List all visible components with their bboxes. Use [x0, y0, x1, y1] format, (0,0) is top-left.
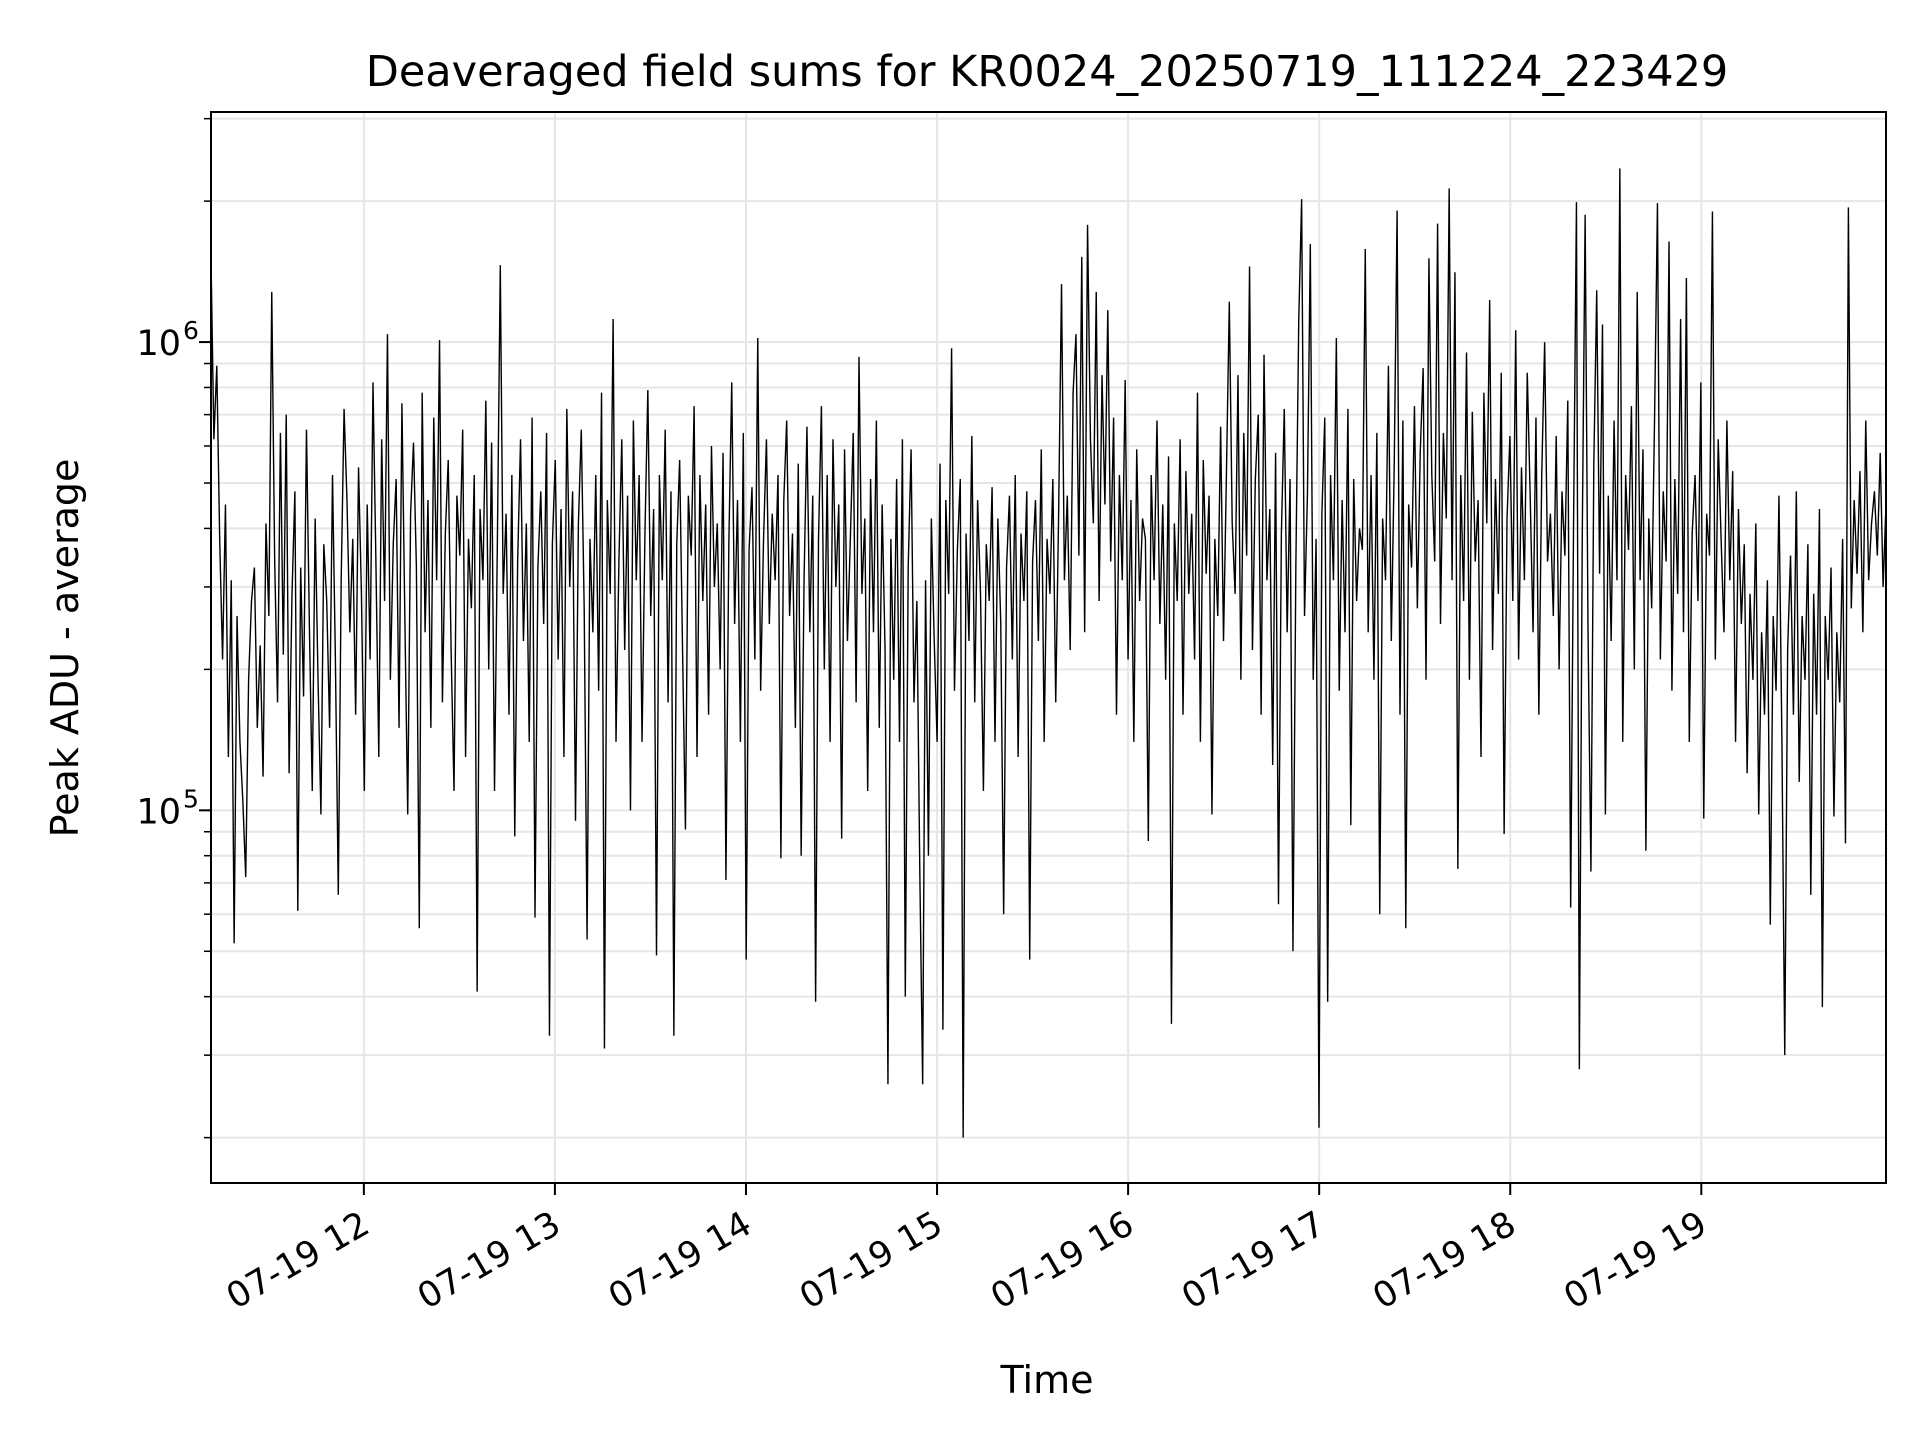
y-tick-exponent: 6 [183, 316, 199, 345]
plot-area [210, 111, 1887, 1184]
series-layer [210, 168, 1887, 1138]
grid-lines [211, 112, 1886, 1183]
y-tick-label: 10 [136, 324, 181, 364]
x-axis-label: Time [1000, 1358, 1094, 1402]
series-line [210, 168, 1887, 1138]
y-axis-label: Peak ADU - average [43, 459, 87, 838]
y-tick-label: 10 [136, 792, 181, 832]
y-tick-exponent: 5 [183, 784, 199, 813]
chart-title: Deaveraged field sums for KR0024_2025071… [366, 47, 1729, 97]
